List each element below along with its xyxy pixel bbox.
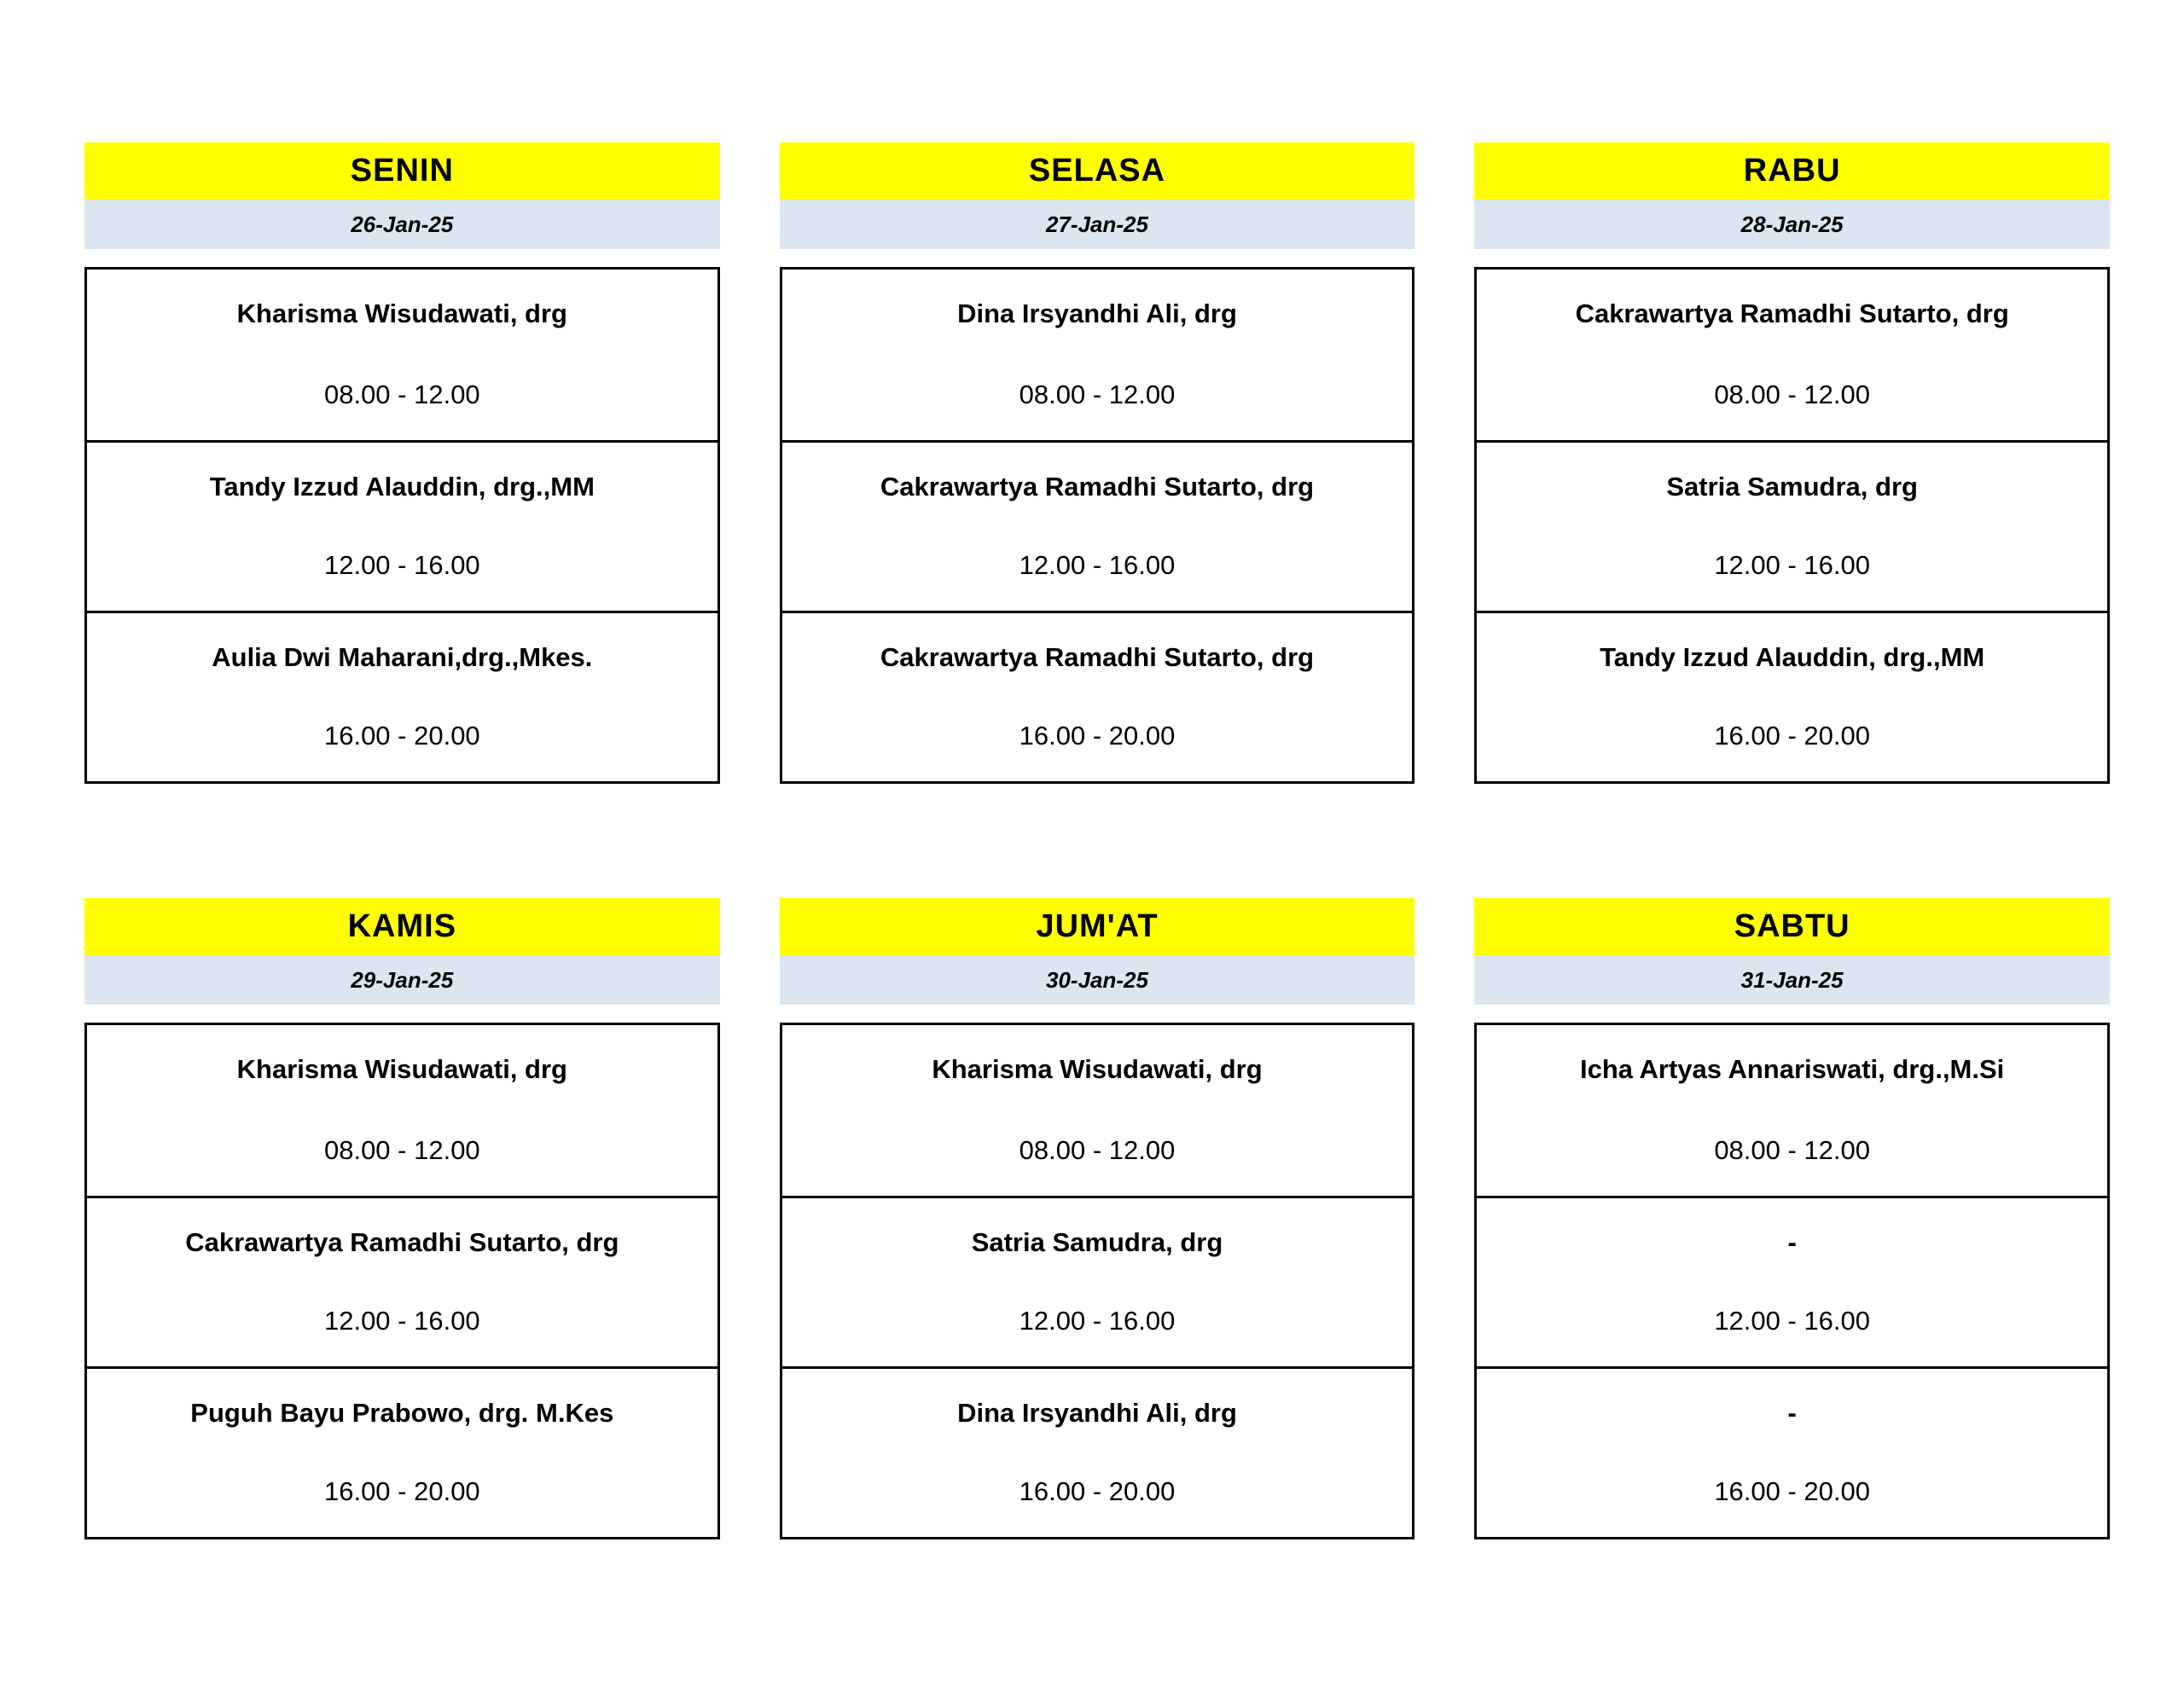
slot-row: Cakrawartya Ramadhi Sutarto, drg 12.00 -…: [87, 1196, 717, 1366]
slot-row: Puguh Bayu Prabowo, drg. M.Kes 16.00 - 2…: [87, 1366, 717, 1537]
date-text: 29-Jan-25: [351, 966, 454, 993]
day-name: RABU: [1743, 153, 1841, 188]
time-range: 08.00 - 12.00: [1714, 379, 1871, 409]
day-header: RABU: [1474, 142, 2110, 200]
slot-row: Kharisma Wisudawati, drg 08.00 - 12.00: [87, 270, 717, 440]
slot-row: Aulia Dwi Maharani,drg.,Mkes. 16.00 - 20…: [87, 611, 717, 781]
day-card-rabu: RABU 28-Jan-25 Cakrawartya Ramadhi Sutar…: [1474, 142, 2110, 784]
day-card-kamis: KAMIS 29-Jan-25 Kharisma Wisudawati, drg…: [84, 898, 720, 1539]
slot-row: Icha Artyas Annariswati, drg.,M.Si 08.00…: [1477, 1025, 2107, 1196]
date-text: 27-Jan-25: [1046, 211, 1148, 237]
schedule-table: Kharisma Wisudawati, drg 08.00 - 12.00 T…: [84, 267, 720, 784]
doctor-name: Puguh Bayu Prabowo, drg. M.Kes: [190, 1397, 614, 1428]
date-banner: 26-Jan-25: [84, 200, 720, 249]
date-text: 31-Jan-25: [1740, 966, 1844, 993]
time-range: 12.00 - 16.00: [1714, 550, 1871, 581]
doctor-name: Kharisma Wisudawati, drg: [236, 1054, 567, 1085]
doctor-name: Cakrawartya Ramadhi Sutarto, drg: [185, 1226, 619, 1257]
doctor-name: Cakrawartya Ramadhi Sutarto, drg: [880, 471, 1315, 501]
time-range: 12.00 - 16.00: [323, 550, 480, 581]
time-range: 16.00 - 20.00: [1714, 1476, 1871, 1507]
time-range: 12.00 - 16.00: [1714, 1306, 1871, 1336]
date-banner: 28-Jan-25: [1474, 200, 2110, 249]
doctor-name: Kharisma Wisudawati, drg: [932, 1054, 1263, 1085]
slot-row: Cakrawartya Ramadhi Sutarto, drg 16.00 -…: [781, 611, 1413, 781]
day-name: SABTU: [1734, 908, 1850, 944]
doctor-name: Icha Artyas Annariswati, drg.,M.Si: [1580, 1054, 2005, 1085]
schedule-table: Kharisma Wisudawati, drg 08.00 - 12.00 C…: [84, 1023, 720, 1539]
time-range: 08.00 - 12.00: [1714, 1134, 1871, 1165]
date-text: 30-Jan-25: [1046, 966, 1148, 993]
slot-row: - 16.00 - 20.00: [1477, 1366, 2107, 1537]
day-card-senin: SENIN 26-Jan-25 Kharisma Wisudawati, drg…: [84, 142, 720, 784]
date-text: 28-Jan-25: [1740, 211, 1844, 237]
day-name: JUM'AT: [1036, 908, 1159, 944]
day-card-sabtu: SABTU 31-Jan-25 Icha Artyas Annariswati,…: [1474, 898, 2110, 1539]
time-range: 16.00 - 20.00: [323, 1476, 480, 1507]
doctor-name: -: [1787, 1226, 1797, 1257]
date-banner: 31-Jan-25: [1474, 955, 2110, 1005]
doctor-name: Satria Samudra, drg: [1666, 471, 1918, 501]
schedule-table: Icha Artyas Annariswati, drg.,M.Si 08.00…: [1474, 1023, 2110, 1539]
day-name: SELASA: [1028, 153, 1166, 188]
doctor-name: Satria Samudra, drg: [971, 1226, 1223, 1257]
slot-row: Cakrawartya Ramadhi Sutarto, drg 12.00 -…: [781, 440, 1413, 611]
time-range: 08.00 - 12.00: [323, 1134, 480, 1165]
time-range: 08.00 - 12.00: [323, 379, 480, 409]
slot-row: Kharisma Wisudawati, drg 08.00 - 12.00: [87, 1025, 717, 1196]
time-range: 16.00 - 20.00: [1019, 1476, 1176, 1507]
slot-row: Kharisma Wisudawati, drg 08.00 - 12.00: [782, 1025, 1413, 1196]
date-banner: 27-Jan-25: [779, 200, 1415, 249]
doctor-name: Cakrawartya Ramadhi Sutarto, drg: [880, 641, 1315, 672]
slot-row: Satria Samudra, drg 12.00 - 16.00: [781, 1196, 1413, 1366]
doctor-name: Kharisma Wisudawati, drg: [236, 299, 567, 329]
doctor-name: Dina Irsyandhi Ali, drg: [957, 1397, 1237, 1428]
time-range: 12.00 - 16.00: [1019, 1306, 1176, 1336]
doctor-name: -: [1787, 1397, 1797, 1428]
time-range: 16.00 - 20.00: [1019, 721, 1176, 751]
doctor-name: Aulia Dwi Maharani,drg.,Mkes.: [212, 641, 593, 672]
time-range: 08.00 - 12.00: [1019, 379, 1176, 409]
date-banner: 29-Jan-25: [84, 955, 720, 1005]
schedule-grid: SENIN 26-Jan-25 Kharisma Wisudawati, drg…: [84, 142, 2110, 1539]
slot-row: Tandy Izzud Alauddin, drg.,MM 12.00 - 16…: [87, 440, 717, 611]
slot-row: Satria Samudra, drg 12.00 - 16.00: [1477, 440, 2107, 611]
day-name: KAMIS: [347, 908, 457, 944]
schedule-table: Kharisma Wisudawati, drg 08.00 - 12.00 S…: [779, 1023, 1415, 1539]
day-header: SABTU: [1474, 898, 2110, 955]
day-header: SENIN: [84, 142, 720, 200]
slot-row: Dina Irsyandhi Ali, drg 16.00 - 20.00: [781, 1366, 1413, 1537]
date-banner: 30-Jan-25: [779, 955, 1415, 1005]
date-text: 26-Jan-25: [351, 211, 454, 237]
slot-row: Dina Irsyandhi Ali, drg 08.00 - 12.00: [782, 270, 1413, 440]
doctor-name: Tandy Izzud Alauddin, drg.,MM: [209, 471, 595, 501]
doctor-name: Dina Irsyandhi Ali, drg: [957, 299, 1237, 329]
doctor-name: Cakrawartya Ramadhi Sutarto, drg: [1575, 299, 2009, 329]
day-card-jumat: JUM'AT 30-Jan-25 Kharisma Wisudawati, dr…: [779, 898, 1415, 1539]
day-card-selasa: SELASA 27-Jan-25 Dina Irsyandhi Ali, drg…: [779, 142, 1415, 784]
doctor-name: Tandy Izzud Alauddin, drg.,MM: [1600, 641, 1985, 672]
schedule-table: Dina Irsyandhi Ali, drg 08.00 - 12.00 Ca…: [779, 267, 1415, 784]
day-header: SELASA: [779, 142, 1415, 200]
time-range: 16.00 - 20.00: [323, 721, 480, 751]
slot-row: Tandy Izzud Alauddin, drg.,MM 16.00 - 20…: [1477, 611, 2107, 781]
slot-row: - 12.00 - 16.00: [1477, 1196, 2107, 1366]
day-header: KAMIS: [84, 898, 720, 955]
day-name: SENIN: [350, 153, 454, 188]
day-header: JUM'AT: [779, 898, 1415, 955]
time-range: 12.00 - 16.00: [323, 1306, 480, 1336]
schedule-table: Cakrawartya Ramadhi Sutarto, drg 08.00 -…: [1474, 267, 2110, 784]
time-range: 08.00 - 12.00: [1019, 1134, 1176, 1165]
time-range: 12.00 - 16.00: [1019, 550, 1176, 581]
time-range: 16.00 - 20.00: [1714, 721, 1871, 751]
slot-row: Cakrawartya Ramadhi Sutarto, drg 08.00 -…: [1477, 270, 2107, 440]
